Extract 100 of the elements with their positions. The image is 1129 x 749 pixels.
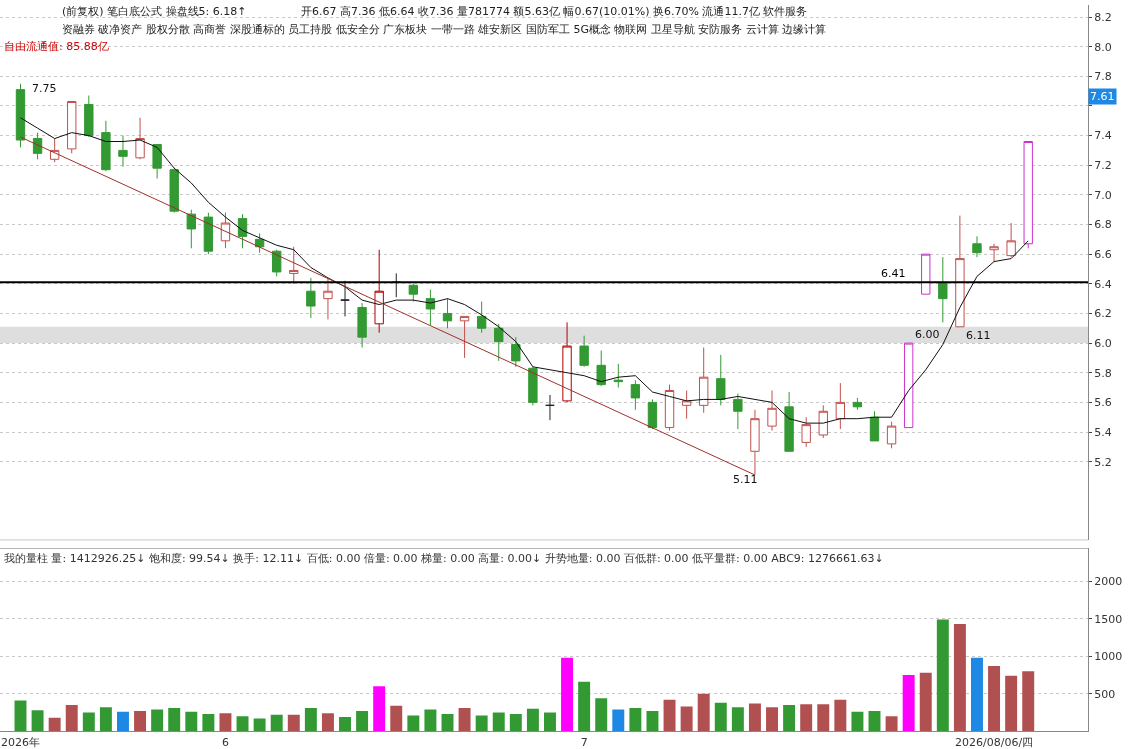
bar: [407, 715, 420, 732]
bar: [117, 711, 129, 732]
bar: [339, 717, 351, 732]
bar: [783, 705, 796, 732]
candlestick: [733, 392, 743, 430]
bar: [168, 708, 181, 732]
annotation: 自由流通值: 85.88亿: [4, 40, 109, 53]
bar: [270, 714, 283, 732]
bar: [14, 700, 27, 732]
candlestick: [681, 390, 692, 420]
bar: [680, 706, 693, 732]
bar: [731, 707, 744, 732]
candlestick: [340, 280, 350, 317]
bar: [834, 699, 847, 732]
bar: [526, 708, 539, 732]
candlestick: [374, 249, 384, 334]
bar: [253, 718, 266, 732]
bar: [202, 714, 215, 732]
candlestick: [186, 209, 196, 249]
candlestick: [528, 366, 538, 406]
bar: [868, 711, 881, 732]
bar: [134, 711, 147, 732]
bar: [561, 657, 574, 732]
annotation: 6.00: [915, 328, 940, 341]
y-tick-label: 7.0: [1094, 188, 1112, 202]
candlestick: [938, 256, 948, 323]
y-tick-label: 6.8: [1094, 218, 1112, 232]
annotation: 6.11: [966, 329, 991, 342]
bar: [646, 711, 659, 732]
y-tick-label: 5.6: [1094, 396, 1112, 410]
chart-title: (前复权) 笔白底公式 操盘线5: 6.18↑: [62, 5, 247, 18]
candlestick: [152, 143, 162, 180]
y-tick-label: 1500: [1094, 612, 1123, 626]
bar: [287, 714, 300, 732]
candlestick: [511, 336, 521, 368]
y-tick-label: 500: [1094, 687, 1116, 701]
bar: [595, 698, 608, 732]
bar: [612, 709, 625, 732]
y-tick-label: 5.4: [1094, 425, 1112, 439]
bar: [509, 714, 522, 732]
candlestick: [613, 363, 623, 389]
candlestick: [169, 167, 179, 214]
bar: [48, 717, 61, 732]
candlestick: [494, 323, 504, 362]
y-tick-label: 2000: [1094, 575, 1123, 589]
bar: [65, 705, 78, 732]
candlestick: [135, 117, 145, 160]
candlestick: [699, 347, 709, 414]
y-tick-label: 7.2: [1094, 159, 1112, 173]
candlestick: [1023, 141, 1033, 249]
candlestick: [562, 321, 572, 403]
candlestick: [852, 397, 863, 411]
candlestick: [1006, 222, 1016, 258]
annotation: 资融券 破净资产 股权分散 高商誉 深股通标的 员工持股 低安全分 广东板块 一带一路 雄安新区 国防军工 5G概念 物联网 卫星导航 安防服务 云计算 边缘计算: [62, 23, 827, 36]
bar: [321, 713, 334, 732]
candlestick: [716, 354, 726, 406]
candlestick: [272, 249, 282, 277]
line-series: [20, 117, 1029, 424]
bar: [441, 714, 454, 732]
candlestick: [835, 382, 846, 430]
bar: [817, 704, 830, 732]
y-tick-label: 8.0: [1094, 40, 1112, 54]
candlestick: [425, 289, 436, 326]
candlestick: [408, 283, 419, 303]
bar: [663, 699, 676, 732]
candlestick: [306, 277, 316, 319]
candlestick: [289, 246, 299, 285]
candlestick: [903, 342, 914, 429]
bar: [953, 624, 966, 732]
bar: [390, 705, 403, 732]
bar: [851, 711, 864, 732]
candlestick: [596, 350, 606, 387]
candlestick: [32, 132, 43, 160]
bar: [697, 693, 710, 732]
y-tick-label: 6.2: [1094, 307, 1112, 321]
candlestick: [203, 212, 214, 255]
y-tick-label: 5.8: [1094, 366, 1112, 380]
candlestick: [579, 335, 589, 368]
bar: [99, 707, 112, 732]
candlestick: [801, 416, 811, 448]
y-tick-label: 7.8: [1094, 70, 1112, 84]
bar: [714, 702, 727, 732]
bar: [629, 708, 642, 732]
candlestick: [357, 302, 367, 349]
candlestick: [323, 277, 333, 320]
bar: [424, 709, 437, 732]
bar: [748, 703, 761, 732]
bar: [458, 708, 471, 732]
y-tick-label: 8.2: [1094, 10, 1112, 24]
ref-line-label: 6.41: [881, 267, 906, 280]
bar: [236, 716, 249, 732]
bar: [475, 715, 488, 732]
candlestick: [15, 83, 26, 148]
bar: [988, 666, 1001, 732]
x-tick-label: 2026年: [1, 735, 40, 749]
candlestick: [818, 404, 828, 439]
candlestick: [84, 95, 94, 138]
candlestick: [630, 379, 641, 411]
x-tick-label: 6: [221, 735, 229, 749]
candlestick: [237, 213, 248, 249]
